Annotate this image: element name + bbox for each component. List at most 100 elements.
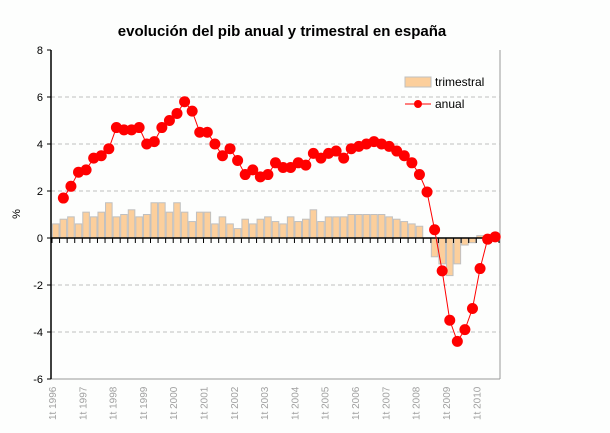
point-anual	[148, 136, 160, 148]
x-tick-label: 1t 2003	[260, 386, 271, 420]
point-anual	[133, 122, 145, 134]
point-anual	[209, 138, 221, 150]
bar-trimestral	[211, 223, 219, 239]
x-tick-label: 1t 2010	[472, 386, 483, 420]
bar-trimestral	[150, 202, 159, 239]
point-anual	[300, 159, 312, 171]
point-anual	[179, 96, 191, 108]
bar-trimestral	[309, 209, 318, 239]
point-anual	[186, 105, 198, 117]
x-tick-label: 1t 2006	[351, 386, 362, 420]
point-anual	[330, 145, 342, 157]
y-tick-label: -4	[33, 327, 43, 339]
bar-trimestral	[188, 221, 196, 239]
bar-trimestral	[158, 202, 166, 239]
bar-trimestral	[82, 211, 90, 239]
axes: 8 6 4 2 0 -2 -4 -6 1t 1996 1t 1997 1t 1998 1t 1999 1…	[33, 45, 500, 420]
bar-trimestral	[256, 218, 265, 239]
bar-trimestral	[195, 211, 204, 239]
point-anual	[224, 143, 236, 155]
bar-trimestral	[105, 202, 113, 239]
bar-trimestral	[142, 214, 151, 239]
bar-trimestral	[302, 218, 310, 239]
bar-trimestral	[453, 237, 462, 265]
point-anual	[216, 150, 228, 162]
point-anual	[95, 150, 107, 162]
y-tick-label: -6	[33, 374, 43, 386]
x-tick-label: 1t 2009	[442, 386, 453, 420]
bar-trimestral	[271, 221, 280, 239]
point-anual	[103, 143, 115, 155]
bar-trimestral	[180, 211, 189, 239]
bar-trimestral	[392, 218, 401, 239]
bar-trimestral	[324, 216, 333, 239]
bar-trimestral	[286, 216, 295, 239]
point-anual	[406, 157, 418, 169]
y-tick-label: 2	[37, 186, 43, 198]
bar-trimestral	[339, 216, 348, 239]
point-anual	[466, 303, 478, 314]
bar-trimestral	[112, 216, 121, 239]
gridlines	[51, 50, 501, 380]
point-anual	[80, 164, 92, 176]
point-anual	[156, 122, 168, 134]
bar-trimestral	[59, 218, 68, 239]
point-anual	[163, 115, 175, 126]
legend: trimestral anual	[404, 75, 484, 111]
line-anual	[57, 96, 501, 347]
bar-trimestral	[233, 228, 242, 239]
bar-trimestral	[248, 223, 257, 239]
bar-trimestral	[370, 214, 378, 239]
bar-trimestral	[264, 216, 272, 239]
chart-title: evolución del pib anual y trimestral en …	[118, 23, 447, 40]
x-tick-label: 1t 2000	[169, 386, 180, 420]
x-tick-label: 1t 2008	[412, 386, 423, 420]
x-tick-label: 1t 1997	[78, 386, 89, 420]
y-tick-label: 8	[37, 45, 43, 57]
y-tick-label: 0	[37, 233, 43, 245]
bar-trimestral	[377, 214, 386, 239]
x-tick-label: 1t 2004	[290, 386, 301, 420]
point-anual	[429, 224, 441, 236]
bar-trimestral	[362, 214, 371, 239]
bar-trimestral	[120, 214, 128, 239]
legend-label-anual: anual	[435, 97, 464, 111]
bar-trimestral	[127, 209, 136, 239]
bar-trimestral	[317, 221, 325, 239]
point-anual	[277, 162, 289, 173]
bar-trimestral	[279, 223, 287, 239]
point-anual	[421, 186, 433, 198]
point-anual	[459, 324, 471, 336]
point-anual	[444, 314, 456, 326]
bar-trimestral	[415, 225, 424, 239]
point-anual	[194, 126, 206, 138]
x-tick-label: 1t 1998	[109, 386, 120, 420]
point-anual	[262, 169, 274, 181]
legend-swatch-trimestral	[404, 76, 432, 88]
point-anual	[171, 107, 183, 119]
bar-trimestral	[135, 216, 143, 239]
bar-trimestral	[52, 223, 60, 239]
bar-trimestral	[226, 223, 234, 239]
x-tick-label: 1t 2007	[381, 386, 392, 420]
point-anual	[413, 169, 425, 181]
point-anual	[451, 335, 463, 347]
bar-trimestral	[89, 216, 98, 239]
x-tick-label: 1t 2002	[230, 386, 241, 420]
point-anual	[232, 154, 244, 166]
bar-trimestral	[74, 223, 83, 239]
point-anual	[65, 180, 77, 192]
x-tick-label: 1t 1996	[48, 386, 59, 420]
bar-trimestral	[332, 216, 340, 239]
bar-trimestral	[165, 211, 174, 239]
bar-trimestral	[97, 211, 106, 239]
point-anual	[57, 192, 69, 204]
bar-trimestral	[408, 223, 416, 239]
bar-trimestral	[294, 221, 303, 239]
point-anual	[398, 150, 410, 162]
bar-trimestral	[173, 202, 181, 239]
bar-trimestral	[218, 216, 227, 239]
point-anual	[436, 265, 448, 277]
